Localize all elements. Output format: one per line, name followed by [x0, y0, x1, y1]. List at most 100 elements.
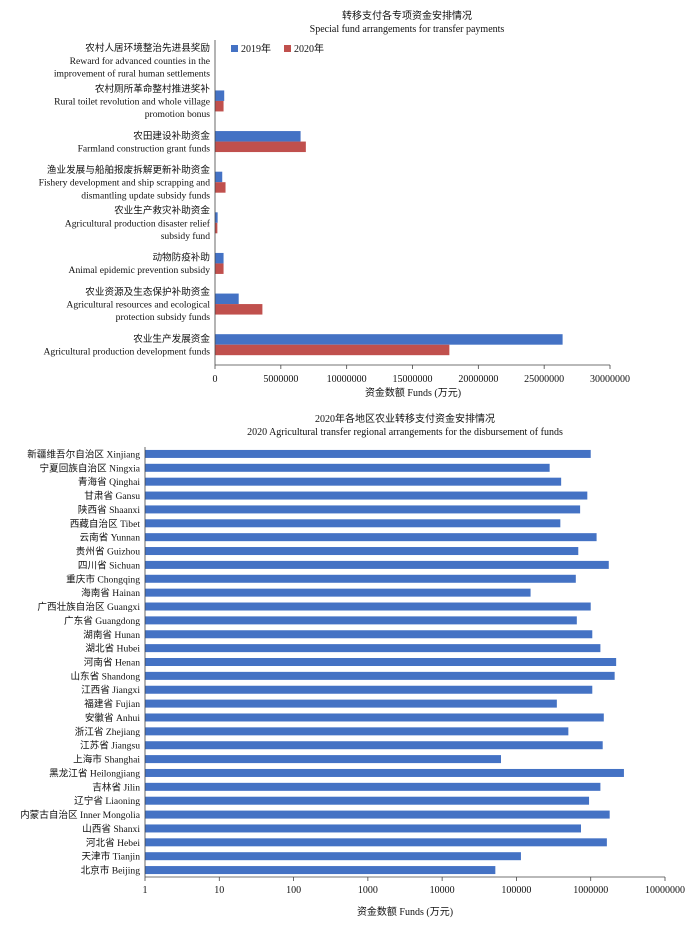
- region-label-6: 云南省 Yunnan: [80, 532, 141, 544]
- region-label-2: 青海省 Qinghai: [78, 476, 140, 488]
- x-tick-label: 100: [286, 885, 301, 896]
- region-label-18: 福建省 Fujian: [84, 698, 140, 710]
- category-label-7-0: 农业生产发展资金: [133, 333, 210, 345]
- region-bar-9: [145, 574, 576, 583]
- category-label-0-1: Reward for advanced counties in the: [70, 56, 210, 67]
- region-label-26: 内蒙古自治区 Inner Mongolia: [20, 809, 141, 821]
- category-label-4-1: Agricultural production disaster relief: [65, 218, 211, 229]
- region-label-21: 江苏省 Jiangsu: [80, 740, 140, 752]
- region-bar-22: [145, 755, 502, 764]
- bar-2019-5: [215, 252, 224, 264]
- bar-2019-2: [215, 131, 301, 142]
- x-tick-label: 10000000: [327, 374, 367, 385]
- bar-2020-1: [215, 100, 224, 112]
- chart-regional-funds: 2020年各地区农业转移支付资金安排情况 2020 Agricultural t…: [20, 412, 685, 918]
- region-bar-23: [145, 768, 624, 777]
- region-bar-26: [145, 810, 610, 819]
- region-bar-11: [145, 602, 591, 611]
- region-bar-8: [145, 560, 609, 569]
- chart2-subtitle: 2020 Agricultural transfer regional arra…: [247, 427, 563, 438]
- region-bar-10: [145, 588, 531, 597]
- region-bar-20: [145, 727, 569, 736]
- region-label-3: 甘肃省 Gansu: [84, 490, 140, 502]
- x-tick-label: 0: [213, 374, 218, 385]
- bar-2020-7: [215, 344, 450, 356]
- region-label-16: 山东省 Shandong: [70, 670, 140, 682]
- region-bar-4: [145, 505, 581, 514]
- region-bar-25: [145, 796, 590, 805]
- region-bar-30: [145, 866, 496, 875]
- region-bar-5: [145, 519, 561, 528]
- region-label-29: 天津市 Tianjin: [81, 851, 140, 863]
- category-label-1-1: Rural toilet revolution and whole villag…: [54, 96, 210, 107]
- region-label-19: 安徽省 Anhui: [85, 712, 140, 724]
- x-tick-label: 1: [143, 885, 148, 896]
- bar-2019-7: [215, 334, 563, 345]
- chart1-title: 转移支付各专项资金安排情况: [342, 9, 472, 22]
- x-tick-label: 20000000: [458, 374, 498, 385]
- region-bar-19: [145, 713, 604, 722]
- region-label-1: 宁夏回族自治区 Ningxia: [40, 462, 141, 474]
- region-label-27: 山西省 Shanxi: [82, 823, 140, 835]
- x-tick-label: 25000000: [524, 374, 564, 385]
- category-label-5-1: Animal epidemic prevention subsidy: [69, 265, 211, 276]
- region-label-24: 吉林省 Jilin: [92, 781, 140, 793]
- category-label-0-0: 农村人居环境整治先进县奖励: [85, 42, 210, 54]
- x-tick-label: 1000: [358, 885, 378, 896]
- region-bar-29: [145, 852, 521, 861]
- bar-2019-3: [215, 171, 223, 183]
- region-label-7: 贵州省 Guizhou: [76, 546, 140, 558]
- x-tick-label: 10000: [430, 885, 455, 896]
- bar-2020-3: [215, 182, 226, 193]
- region-label-30: 北京市 Beijing: [81, 865, 141, 877]
- chart2-title: 2020年各地区农业转移支付资金安排情况: [315, 412, 495, 425]
- chart2-x-axis-title: 资金数额 Funds (万元): [357, 905, 453, 918]
- x-tick-label: 30000000: [590, 374, 630, 385]
- region-bar-21: [145, 741, 603, 750]
- legend-swatch-2020: [284, 45, 291, 52]
- legend-label-2019: 2019年: [241, 42, 271, 55]
- region-label-17: 江西省 Jiangxi: [81, 684, 140, 696]
- region-label-10: 海南省 Hainan: [81, 587, 140, 599]
- category-label-3-0: 渔业发展与船舶报废拆解更新补助资金: [47, 164, 210, 176]
- category-label-2-0: 农田建设补助资金: [133, 130, 210, 142]
- category-label-6-1: Agricultural resources and ecological: [66, 300, 210, 311]
- bar-2020-2: [215, 141, 306, 153]
- region-bar-15: [145, 658, 617, 666]
- category-label-5-0: 动物防疫补助: [152, 252, 210, 264]
- region-bar-24: [145, 782, 601, 791]
- region-bar-12: [145, 616, 577, 625]
- category-label-6-0: 农业资源及生态保护补助资金: [85, 286, 210, 298]
- region-bar-2: [145, 477, 562, 486]
- x-tick-label: 10: [214, 885, 224, 896]
- chart1-x-axis-title: 资金数额 Funds (万元): [365, 386, 461, 399]
- category-label-1-0: 农村厕所革命整村推进奖补: [95, 83, 211, 95]
- x-tick-label: 15000000: [393, 374, 433, 385]
- region-bar-14: [145, 644, 601, 653]
- region-bar-27: [145, 824, 582, 833]
- region-bar-6: [145, 533, 597, 542]
- region-bar-0: [145, 449, 591, 458]
- region-bar-17: [145, 685, 593, 694]
- region-bar-16: [145, 671, 615, 680]
- bar-2020-6: [215, 304, 263, 315]
- category-label-3-1: Fishery development and ship scrapping a…: [39, 178, 211, 189]
- region-bar-28: [145, 838, 607, 847]
- category-label-4-2: subsidy fund: [161, 231, 211, 242]
- bar-2019-1: [215, 90, 225, 101]
- x-tick-label: 100000: [501, 885, 531, 896]
- category-label-6-2: protection subsidy funds: [116, 312, 211, 323]
- x-tick-label: 5000000: [263, 374, 298, 385]
- region-bar-1: [145, 463, 550, 472]
- category-label-2-1: Farmland construction grant funds: [78, 143, 211, 154]
- category-label-0-2: improvement of rural human settlements: [54, 68, 210, 79]
- bar-2020-5: [215, 263, 224, 274]
- region-label-11: 广西壮族自治区 Guangxi: [37, 601, 140, 613]
- region-bar-7: [145, 547, 579, 556]
- legend-label-2020: 2020年: [294, 42, 324, 55]
- bar-2020-4: [215, 222, 218, 234]
- category-label-7-1: Agricultural production development fund…: [43, 346, 210, 357]
- chart1-subtitle: Special fund arrangements for transfer p…: [310, 24, 505, 35]
- region-label-12: 广东省 Guangdong: [64, 615, 140, 627]
- region-label-15: 河南省 Henan: [84, 657, 140, 669]
